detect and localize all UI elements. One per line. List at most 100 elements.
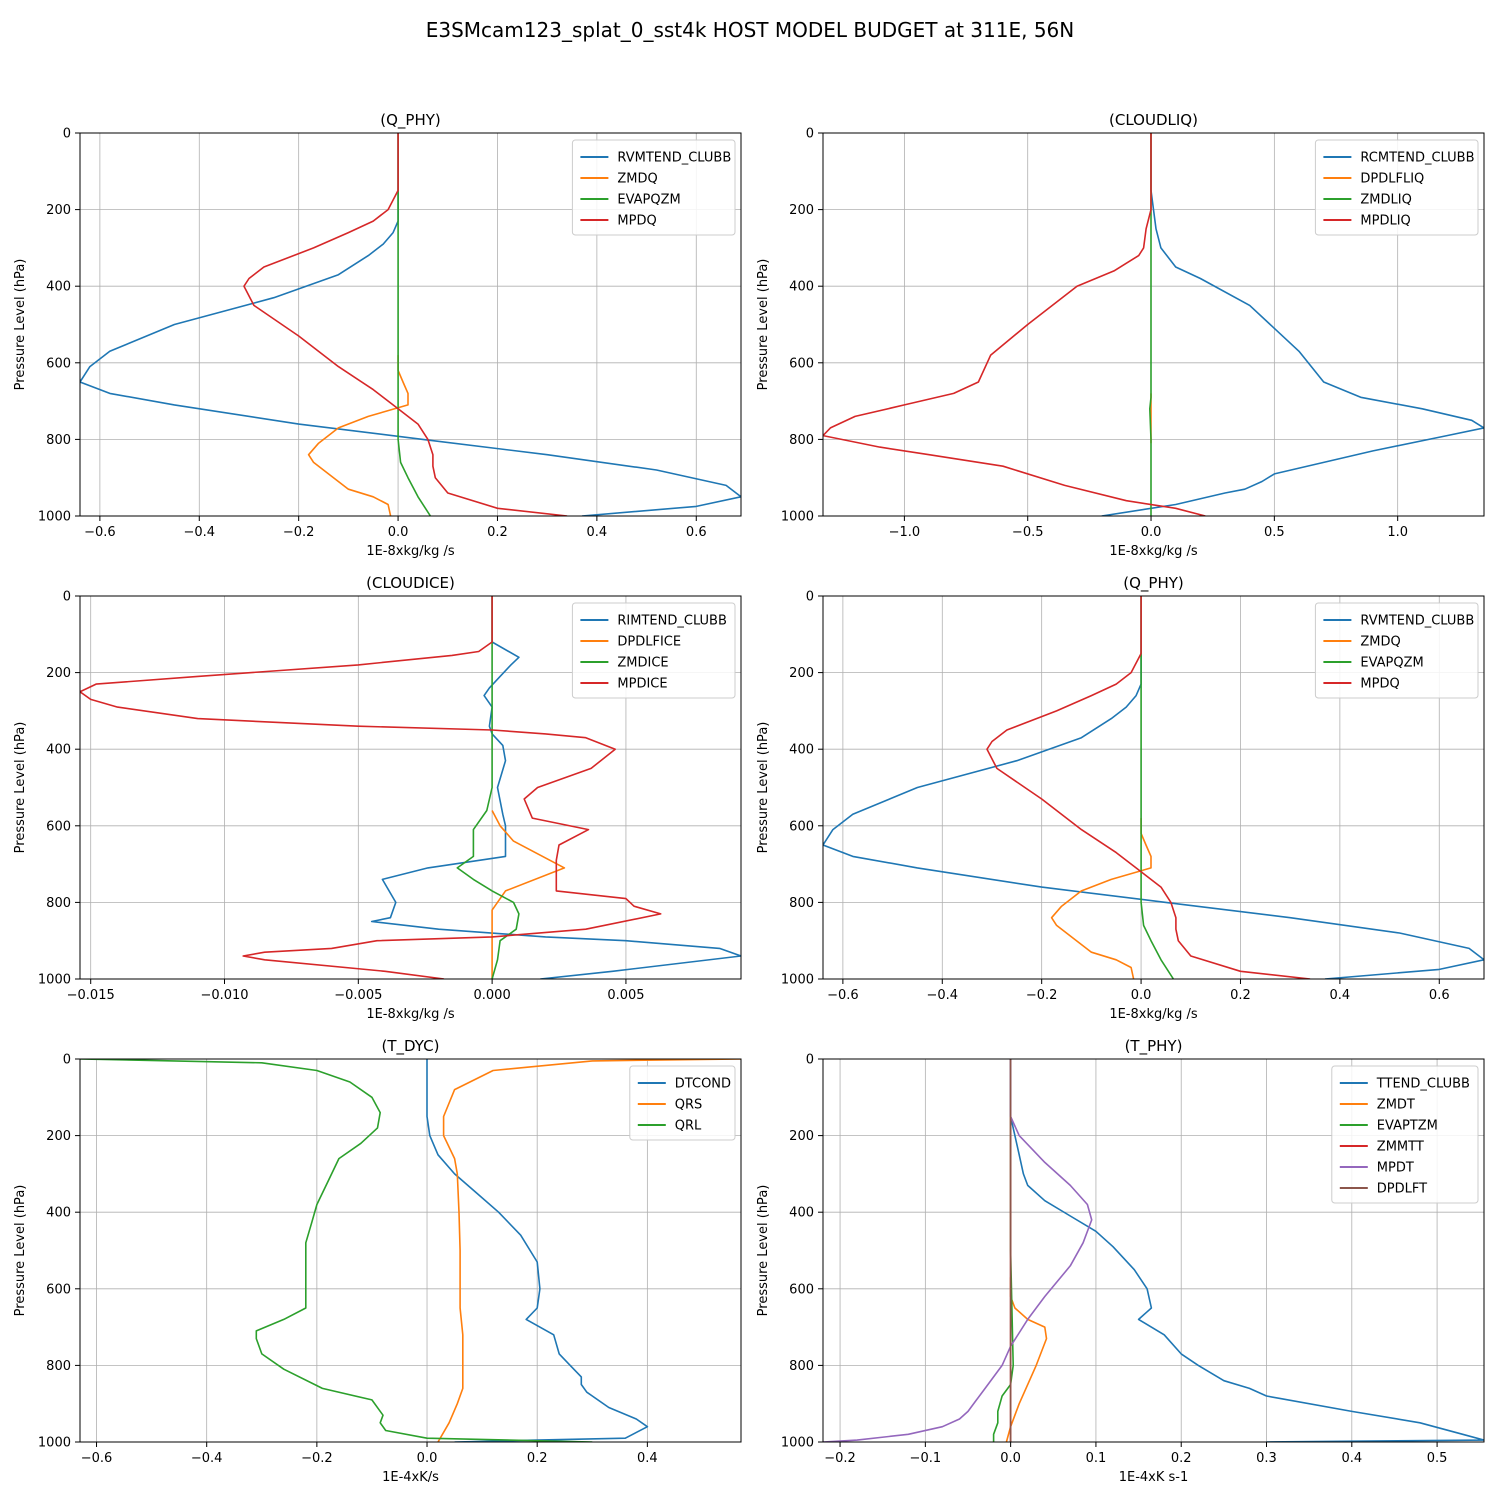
- y-tick-label: 200: [789, 666, 814, 681]
- series-group: [823, 133, 1484, 516]
- legend: DTCOND QRS QRL: [629, 1065, 736, 1141]
- legend-label: EVAPTZM: [1377, 1119, 1438, 1134]
- subplot-4: −0.6 −0.4 −0.2 0.0 0.2 0.4 0.6 0 200 400 600 800 100…: [756, 574, 1485, 1022]
- x-tick-label: −0.6: [827, 988, 859, 1003]
- x-tick-label: 0.0: [1131, 988, 1152, 1003]
- x-tick-label: −0.2: [301, 1451, 333, 1466]
- legend: RIMTEND_CLUBB DPDLFICE ZMDICE MPDICE: [571, 602, 736, 699]
- x-axis-label: 1E-8xkg/kg /s: [366, 1007, 455, 1022]
- legend-label: DPDLFT: [1377, 1182, 1427, 1197]
- y-tick-label: 600: [789, 356, 814, 371]
- series-line-evapqzm: [397, 133, 432, 516]
- subplot-title: (Q_PHY): [1123, 574, 1184, 593]
- legend-label: EVAPQZM: [1360, 656, 1423, 671]
- legend-label: MPDQ: [617, 214, 656, 229]
- legend-label: QRL: [675, 1119, 702, 1134]
- x-axis-label: 1E-8xkg/kg /s: [366, 544, 455, 559]
- y-tick-label: 600: [46, 1282, 71, 1297]
- legend-label: MPDICE: [617, 677, 667, 692]
- subplot-title: (Q_PHY): [380, 111, 441, 130]
- x-tick-label: −0.5: [1012, 525, 1044, 540]
- legend-label: RIMTEND_CLUBB: [617, 614, 727, 629]
- x-axis-label: 1E-4xK/s: [382, 1470, 439, 1485]
- x-axis-label: 1E-8xkg/kg /s: [1109, 1007, 1198, 1022]
- legend-label: TTEND_CLUBB: [1376, 1077, 1470, 1092]
- legend-label: RVMTEND_CLUBB: [617, 151, 731, 166]
- x-tick-label: −0.4: [183, 525, 215, 540]
- y-tick-label: 400: [789, 280, 814, 295]
- legend-label: MPDQ: [1360, 677, 1399, 692]
- y-tick-label: 1000: [38, 973, 71, 988]
- legend-box: [1314, 139, 1479, 236]
- series-line-rvmtend_clubb: [823, 596, 1484, 979]
- x-tick-label: −0.6: [81, 1451, 113, 1466]
- x-tick-label: 0.4: [1330, 988, 1351, 1003]
- legend-label: RVMTEND_CLUBB: [1360, 614, 1474, 629]
- axes-frame: [79, 595, 742, 980]
- x-tick-label: 0.4: [637, 1451, 658, 1466]
- series-line-mpdice: [80, 596, 662, 979]
- y-tick-label: 1000: [781, 1436, 814, 1451]
- series-line-rvmtend_clubb: [80, 133, 741, 516]
- x-tick-label: 0.6: [1429, 988, 1450, 1003]
- y-tick-label: 800: [46, 896, 71, 911]
- y-tick-label: 400: [789, 743, 814, 758]
- legend: RCMTEND_CLUBB DPDLFLIQ ZMDLIQ MPDLIQ: [1314, 139, 1479, 236]
- series-line-zmdq: [307, 355, 409, 516]
- series-line-zmdt: [1005, 1277, 1048, 1442]
- x-tick-label: −1.0: [889, 525, 921, 540]
- legend-box: [1331, 1065, 1479, 1204]
- legend-label: ZMMTT: [1377, 1140, 1424, 1155]
- legend-label: MPDLIQ: [1360, 214, 1410, 229]
- x-tick-label: 0.0: [388, 525, 409, 540]
- y-axis-label: Pressure Level (hPa): [13, 259, 28, 391]
- legend: RVMTEND_CLUBB ZMDQ EVAPQZM MPDQ: [1314, 602, 1479, 699]
- x-tick-label: −0.6: [84, 525, 116, 540]
- y-tick-label: 600: [46, 819, 71, 834]
- y-tick-label: 0: [806, 590, 814, 605]
- y-tick-label: 0: [806, 1053, 814, 1068]
- x-tick-label: −0.4: [191, 1451, 223, 1466]
- series-group: [80, 133, 741, 516]
- x-tick-label: 0.2: [1230, 988, 1251, 1003]
- series-line-mpdq: [986, 596, 1311, 979]
- legend-label: MPDT: [1377, 1161, 1414, 1176]
- x-tick-label: 0.0: [417, 1451, 438, 1466]
- legend: TTEND_CLUBB ZMDT EVAPTZM ZMMTT MPDT DPDLFT: [1331, 1065, 1479, 1204]
- legend-label: EVAPQZM: [617, 193, 680, 208]
- series-group: [823, 596, 1484, 979]
- subplot-6: −0.2 −0.1 0.0 0.1 0.2 0.3 0.4 0.5 0 200 400 600 800 1…: [756, 1037, 1485, 1485]
- subplot-title: (T_DYC): [382, 1037, 440, 1056]
- legend-label: ZMDICE: [617, 656, 668, 671]
- x-tick-label: −0.1: [910, 1451, 942, 1466]
- legend-box: [1314, 602, 1479, 699]
- y-tick-label: 1000: [781, 973, 814, 988]
- x-tick-label: 0.5: [1427, 1451, 1448, 1466]
- y-axis-label: Pressure Level (hPa): [756, 722, 771, 854]
- y-tick-label: 600: [46, 356, 71, 371]
- series-line-mpdq: [243, 133, 568, 516]
- x-tick-label: 0.4: [587, 525, 608, 540]
- x-tick-label: −0.005: [334, 988, 382, 1003]
- x-tick-label: 0.0: [1000, 1451, 1021, 1466]
- x-tick-label: 1.0: [1387, 525, 1408, 540]
- legend-label: ZMDQ: [1360, 635, 1400, 650]
- axes-frame: [822, 132, 1485, 517]
- x-tick-label: 0.0: [1141, 525, 1162, 540]
- y-tick-label: 400: [46, 1206, 71, 1221]
- legend-label: ZMDQ: [617, 172, 657, 187]
- legend-label: RCMTEND_CLUBB: [1360, 151, 1474, 166]
- x-tick-label: 0.1: [1086, 1451, 1107, 1466]
- series-line-qrl: [80, 1059, 593, 1442]
- x-tick-label: 0.4: [1341, 1451, 1362, 1466]
- legend-label: ZMDLIQ: [1360, 193, 1411, 208]
- y-tick-label: 1000: [38, 1436, 71, 1451]
- y-axis-label: Pressure Level (hPa): [13, 722, 28, 854]
- axes-frame: [79, 1058, 742, 1443]
- x-tick-label: 0.2: [487, 525, 508, 540]
- series-line-zmdliq: [1149, 133, 1152, 516]
- figure-title: E3SMcam123_splat_0_sst4k HOST MODEL BUDG…: [426, 18, 1075, 42]
- x-tick-label: 0.6: [686, 525, 707, 540]
- y-tick-label: 400: [46, 743, 71, 758]
